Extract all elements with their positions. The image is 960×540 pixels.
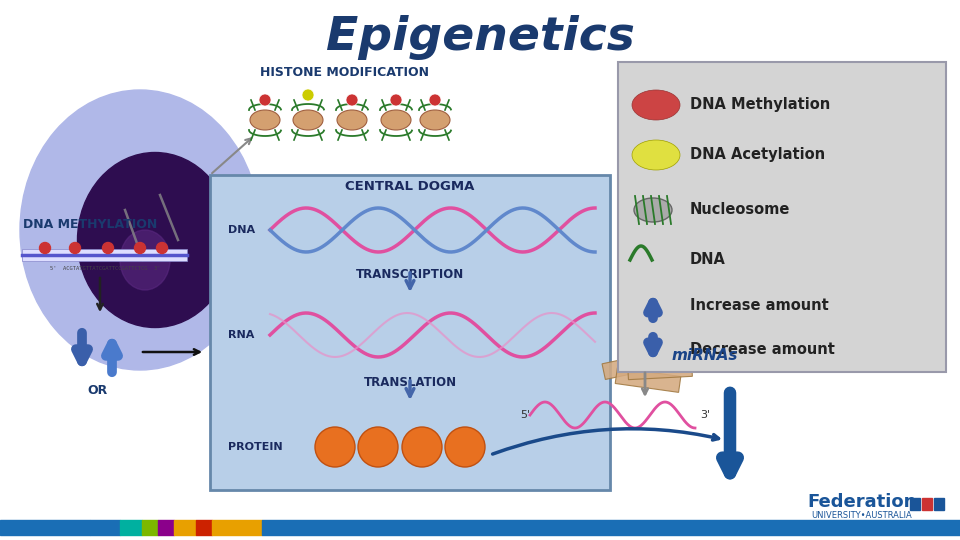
FancyBboxPatch shape xyxy=(618,62,946,372)
Text: OR: OR xyxy=(86,383,108,396)
Ellipse shape xyxy=(293,110,323,130)
Text: DNA Acetylation: DNA Acetylation xyxy=(690,147,826,163)
Circle shape xyxy=(402,427,442,467)
Text: TRANSCRIPTION: TRANSCRIPTION xyxy=(356,268,464,281)
Text: DNA: DNA xyxy=(228,225,255,235)
Circle shape xyxy=(302,89,314,101)
Circle shape xyxy=(103,242,113,253)
Bar xyxy=(120,520,142,535)
Circle shape xyxy=(445,427,485,467)
Circle shape xyxy=(346,94,358,106)
Ellipse shape xyxy=(632,140,680,170)
Circle shape xyxy=(315,427,355,467)
Ellipse shape xyxy=(634,198,672,222)
Text: CENTRAL DOGMA: CENTRAL DOGMA xyxy=(346,180,474,193)
Text: 5': 5' xyxy=(520,410,530,420)
Circle shape xyxy=(390,94,402,106)
Bar xyxy=(174,520,196,535)
Bar xyxy=(196,520,212,535)
Text: DNA METHYLATION: DNA METHYLATION xyxy=(23,219,157,232)
Ellipse shape xyxy=(20,90,260,370)
Bar xyxy=(934,498,944,510)
Ellipse shape xyxy=(381,110,411,130)
Ellipse shape xyxy=(78,152,232,327)
Bar xyxy=(212,520,262,535)
Bar xyxy=(910,498,920,510)
Polygon shape xyxy=(615,368,681,393)
Ellipse shape xyxy=(250,110,280,130)
Text: DNA: DNA xyxy=(690,253,726,267)
Circle shape xyxy=(39,242,51,253)
Bar xyxy=(922,498,932,510)
Bar xyxy=(0,520,90,535)
Text: Epigenetics: Epigenetics xyxy=(325,16,635,60)
Text: HISTONE MODIFICATION: HISTONE MODIFICATION xyxy=(260,66,429,79)
Text: Federation: Federation xyxy=(807,493,917,511)
Ellipse shape xyxy=(120,230,170,290)
FancyBboxPatch shape xyxy=(210,175,610,490)
Bar xyxy=(142,520,158,535)
Text: 3': 3' xyxy=(700,410,710,420)
Circle shape xyxy=(69,242,81,253)
Text: TRANSLATION: TRANSLATION xyxy=(364,376,457,389)
Bar xyxy=(90,520,120,535)
Text: RNA: RNA xyxy=(228,330,254,340)
Circle shape xyxy=(429,94,441,106)
Circle shape xyxy=(134,242,146,253)
Text: Decrease amount: Decrease amount xyxy=(690,342,835,357)
Text: PROTEIN: PROTEIN xyxy=(228,442,282,452)
Text: miRNAs: miRNAs xyxy=(672,348,738,362)
Bar xyxy=(158,520,174,535)
Bar xyxy=(22,249,187,261)
Circle shape xyxy=(156,242,167,253)
Text: Increase amount: Increase amount xyxy=(690,298,828,313)
Text: Nucleosome: Nucleosome xyxy=(690,202,790,218)
Bar xyxy=(262,520,960,535)
Text: UNIVERSITY•AUSTRALIA: UNIVERSITY•AUSTRALIA xyxy=(811,510,912,519)
Text: 5'  ACGTATGTTATCGATTCCGATTCTCG  3': 5' ACGTATGTTATCGATTCCGATTCTCG 3' xyxy=(50,267,160,272)
Ellipse shape xyxy=(632,90,680,120)
Circle shape xyxy=(259,94,271,106)
Circle shape xyxy=(358,427,398,467)
Polygon shape xyxy=(602,350,668,380)
Polygon shape xyxy=(628,360,692,380)
Ellipse shape xyxy=(337,110,367,130)
Ellipse shape xyxy=(420,110,450,130)
Text: DNA Methylation: DNA Methylation xyxy=(690,98,830,112)
